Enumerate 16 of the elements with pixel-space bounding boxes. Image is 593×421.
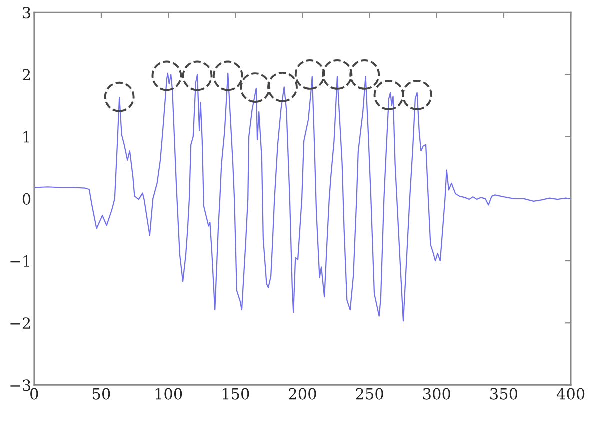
x-tick-label: 250 (356, 388, 384, 400)
y-tick-label: 0 (22, 193, 31, 205)
y-tick-label: −3 (10, 380, 30, 392)
y-tick-label: −1 (10, 255, 30, 267)
x-tick-label: 300 (423, 388, 450, 400)
x-tick-label: 150 (222, 388, 250, 400)
x-tick-label: 400 (556, 388, 585, 400)
x-tick-label: 100 (156, 388, 182, 400)
x-tick-label: 350 (490, 388, 518, 400)
y-tick-label: 1 (24, 131, 30, 143)
y-tick-label: 2 (22, 69, 30, 81)
x-tick-label: 0 (30, 388, 38, 400)
y-tick-label: −2 (10, 318, 30, 329)
x-tick-label: 50 (93, 388, 110, 400)
y-tick-label: 3 (23, 7, 30, 19)
x-tick-label: 200 (289, 388, 316, 400)
